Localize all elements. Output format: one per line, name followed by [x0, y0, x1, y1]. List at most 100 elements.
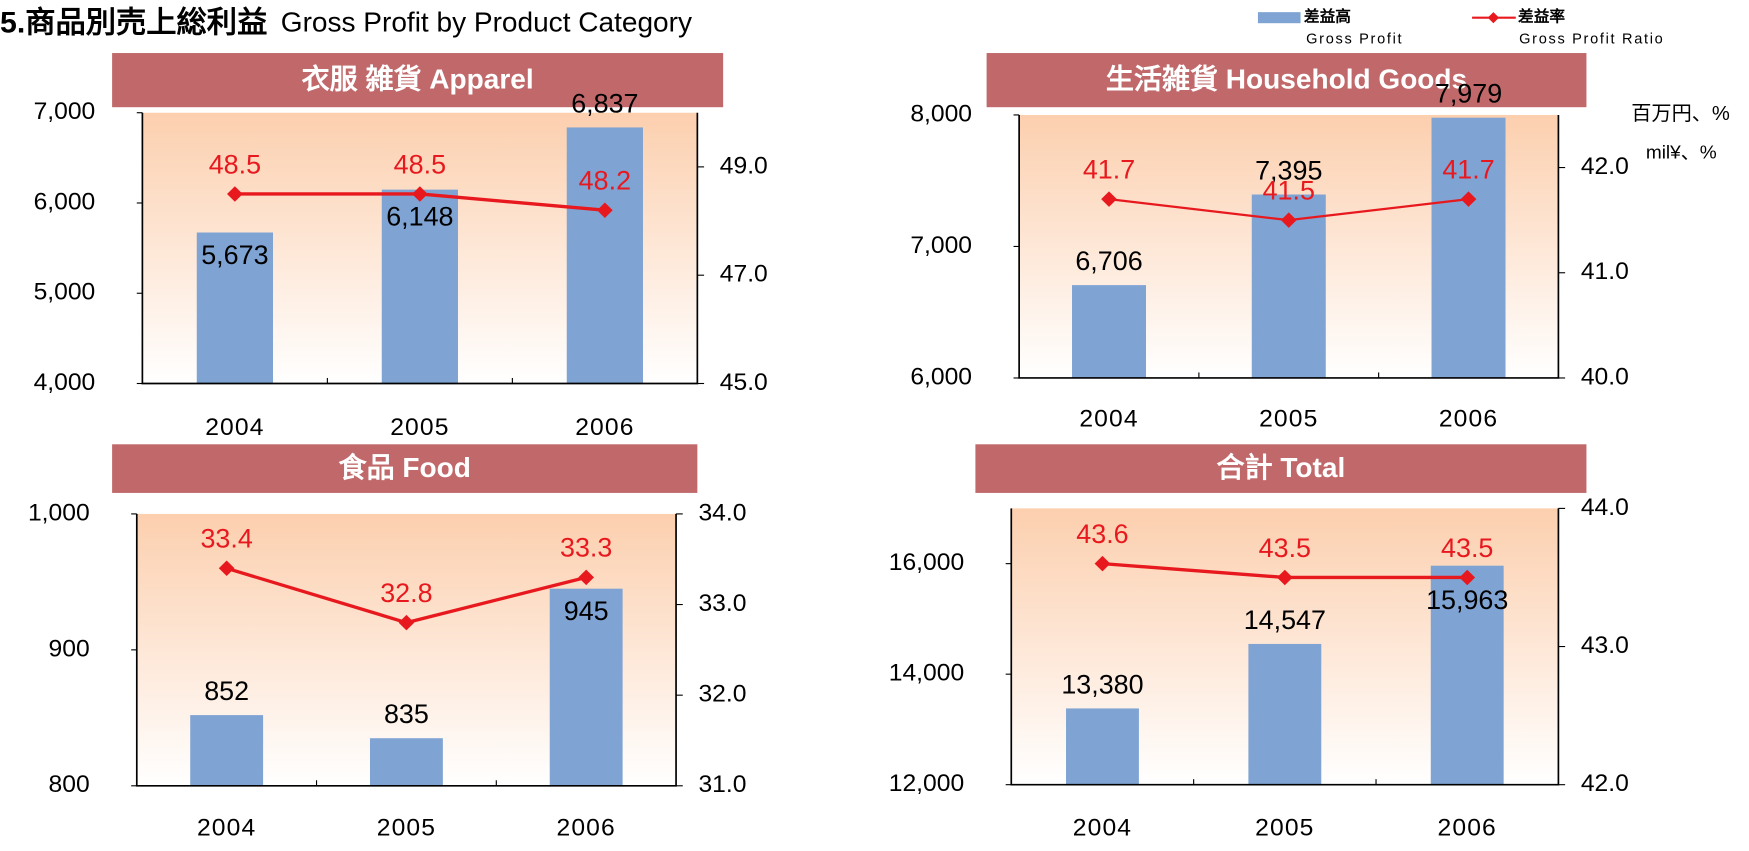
y-tick-label: 5,000	[34, 279, 96, 306]
bar-value-label: 7,979	[1435, 79, 1502, 109]
line-value-label: 41.7	[1083, 155, 1135, 185]
y2-tick-label: 32.0	[698, 681, 746, 708]
axis-frame	[141, 112, 699, 385]
line-value-label: 43.6	[1076, 519, 1128, 549]
bar	[1248, 643, 1322, 785]
axis-frame	[135, 513, 677, 787]
bar-value-label: 835	[384, 699, 429, 729]
legend-label: 差益高	[1304, 7, 1351, 26]
unit-label: mil¥、%	[1646, 143, 1717, 164]
panel-header	[112, 53, 724, 108]
y-tick-label: 8,000	[910, 101, 972, 128]
y2-tick-label: 43.0	[1581, 632, 1629, 659]
panel-header	[986, 53, 1587, 108]
bar-value-label: 14,547	[1244, 605, 1326, 635]
x-tick-label: 2006	[575, 414, 634, 441]
x-tick-label: 2004	[1079, 406, 1138, 433]
line-marker	[1101, 191, 1117, 207]
x-tick-label: 2005	[1259, 406, 1318, 433]
line-value-label: 48.2	[579, 166, 631, 196]
x-tick-label: 2004	[1073, 814, 1132, 841]
line-marker	[1280, 212, 1297, 228]
y2-tick-label: 41.0	[1581, 258, 1629, 285]
y-tick-label: 6,000	[910, 364, 972, 391]
x-tick-label: 2006	[1438, 814, 1497, 841]
bar	[1431, 117, 1506, 378]
line-marker	[1460, 191, 1477, 207]
unit-label: 百万円、%	[1631, 103, 1730, 125]
line-value-label: 32.8	[380, 578, 432, 608]
bar-value-label: 945	[564, 596, 609, 626]
y2-tick-label: 40.0	[1581, 364, 1629, 391]
y-tick-label: 6,000	[34, 189, 96, 216]
title-en: Gross Profit by Product Category	[281, 7, 692, 38]
line-value-label: 33.4	[200, 524, 252, 554]
x-tick-label: 2004	[197, 814, 256, 841]
legend-label: 差益率	[1518, 7, 1565, 26]
bar	[1072, 285, 1147, 378]
bar	[369, 738, 443, 786]
panel-header	[975, 444, 1587, 493]
panel-title: 衣服 雑貨 Apparel	[302, 64, 534, 95]
line-value-label: 43.5	[1441, 533, 1493, 563]
y2-tick-label: 42.0	[1581, 153, 1629, 180]
y-tick-label: 16,000	[889, 549, 964, 576]
line-value-label: 48.5	[209, 150, 261, 180]
panel-title: 合計 Total	[1217, 452, 1346, 483]
bar-value-label: 5,673	[201, 240, 268, 270]
y-tick-label: 12,000	[889, 770, 964, 797]
bar	[549, 588, 623, 786]
panel-header	[112, 444, 698, 493]
legend-label: Gross Profit	[1306, 32, 1403, 48]
axis-frame	[1010, 508, 1560, 786]
x-tick-label: 2005	[1255, 814, 1314, 841]
title-jp: 5.商品別売上総利益	[0, 6, 267, 39]
bar-value-label: 6,706	[1075, 246, 1142, 276]
y2-tick-label: 47.0	[720, 261, 768, 288]
x-tick-label: 2004	[205, 414, 264, 441]
y-tick-label: 900	[49, 635, 90, 662]
bar	[566, 127, 643, 384]
legend-swatch-bar	[1257, 12, 1301, 24]
y2-tick-label: 33.0	[698, 590, 746, 617]
legend-swatch-marker	[1487, 12, 1499, 24]
line-value-label: 41.5	[1263, 176, 1315, 206]
y2-tick-label: 45.0	[720, 369, 768, 396]
panel-title: 食品 Food	[339, 452, 471, 483]
x-tick-label: 2005	[390, 414, 449, 441]
line-value-label: 33.3	[560, 533, 612, 563]
bar-value-label: 7,395	[1255, 156, 1322, 186]
line-value-label: 41.7	[1442, 155, 1494, 185]
x-tick-label: 2006	[1439, 406, 1498, 433]
y-tick-label: 4,000	[34, 369, 96, 396]
y-tick-label: 7,000	[910, 232, 972, 259]
line-marker	[398, 614, 415, 631]
bar-value-label: 6,837	[571, 89, 638, 119]
line-value-label: 48.5	[394, 150, 446, 180]
bar-value-label: 852	[204, 676, 249, 706]
line-marker	[597, 202, 613, 218]
y-tick-label: 1,000	[28, 499, 90, 526]
bar	[381, 189, 458, 384]
y2-tick-label: 31.0	[698, 771, 746, 798]
bar	[1066, 708, 1139, 785]
page-title: 5.商品別売上総利益 Gross Profit by Product Catego…	[0, 6, 692, 39]
line-marker	[578, 569, 595, 586]
y2-tick-label: 49.0	[720, 152, 768, 179]
legend-label: Gross Profit Ratio	[1519, 32, 1664, 48]
y-tick-label: 800	[49, 771, 90, 798]
bar	[1430, 565, 1504, 785]
bar-value-label: 15,963	[1426, 585, 1508, 615]
bar-value-label: 6,148	[386, 201, 453, 231]
y2-tick-label: 42.0	[1581, 770, 1629, 797]
y-tick-label: 14,000	[889, 660, 964, 687]
bar	[196, 232, 274, 384]
bar-value-label: 13,380	[1061, 670, 1143, 700]
y2-tick-label: 34.0	[698, 499, 746, 526]
axis-frame	[1018, 114, 1560, 379]
y-tick-label: 7,000	[34, 98, 96, 125]
y2-tick-label: 44.0	[1581, 494, 1629, 521]
x-tick-label: 2005	[377, 814, 436, 841]
